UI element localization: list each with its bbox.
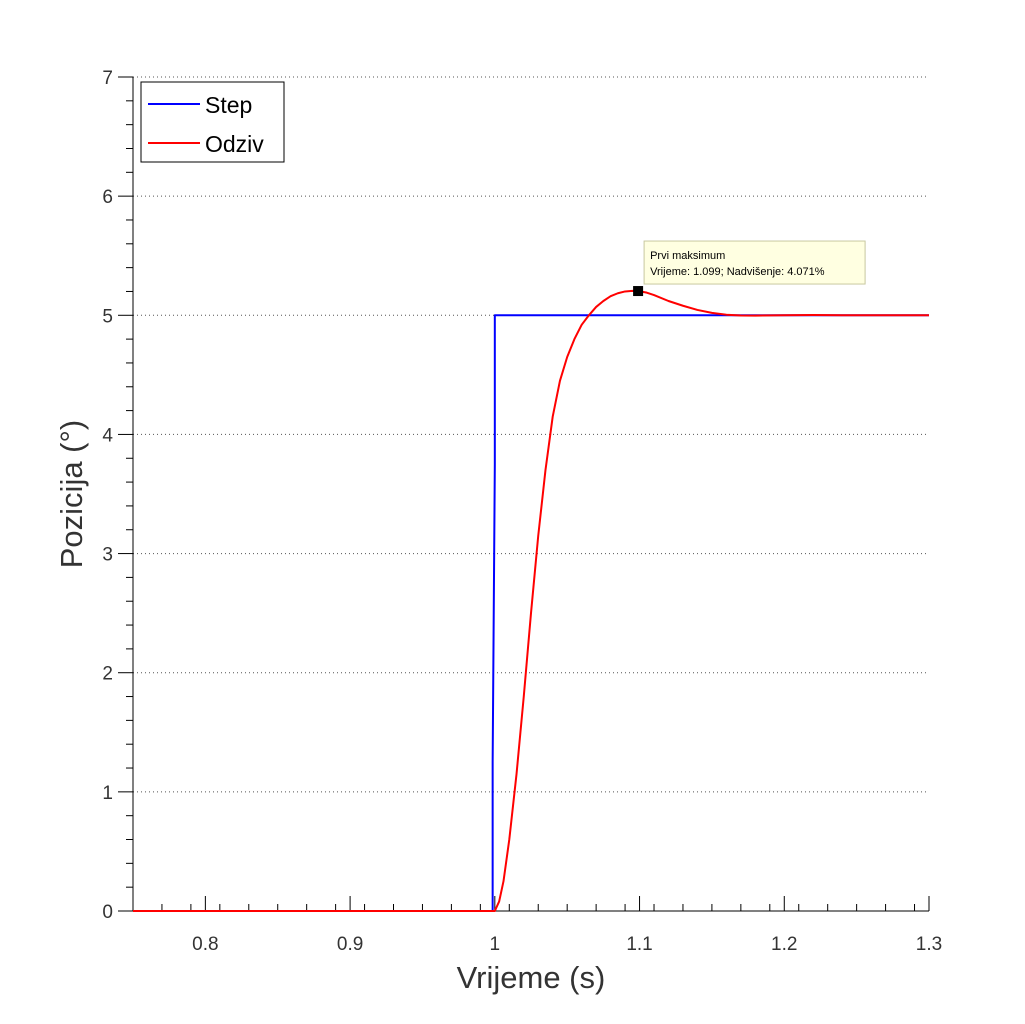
x-tick-label: 0.8 <box>192 934 218 955</box>
x-tick-label: 1.1 <box>626 934 652 955</box>
datatip-box <box>643 240 866 285</box>
y-axis-label: Pozicija (°) <box>54 420 89 568</box>
datatip-marker[interactable] <box>633 286 644 297</box>
y-tick-label: 1 <box>102 783 113 804</box>
datatip-value: Vrijeme: 1.099; Nadvišenje: 4.071% <box>650 266 825 278</box>
plot-area <box>133 289 929 912</box>
y-tick-label: 0 <box>102 902 113 923</box>
datatip-title: Prvi maksimum <box>650 250 725 262</box>
datatip[interactable]: Prvi maksimum Vrijeme: 1.099; Nadvišenje… <box>633 240 866 297</box>
y-tick-label: 5 <box>102 306 113 327</box>
grid-lines <box>133 76 929 793</box>
x-tick-label: 0.9 <box>337 934 363 955</box>
legend: Step Odziv <box>140 81 285 163</box>
legend-label-odziv: Odziv <box>205 131 264 157</box>
legend-label-step: Step <box>205 92 252 118</box>
y-tick-label: 7 <box>102 68 113 89</box>
y-tick-label: 6 <box>102 187 113 208</box>
x-axis-label: Vrijeme (s) <box>457 960 606 995</box>
x-tick-label: 1.3 <box>916 934 942 955</box>
x-tick-label: 1.2 <box>771 934 797 955</box>
legend-box <box>140 81 285 163</box>
y-tick-label: 2 <box>102 664 113 685</box>
x-tick-label: 1 <box>490 934 501 955</box>
y-tick-label: 4 <box>102 425 113 446</box>
tick-labels: 0 1 2 3 4 5 6 7 0.8 0.9 1 1.1 1.2 1.3 <box>102 68 942 955</box>
tick-marks <box>118 76 930 912</box>
y-tick-label: 3 <box>102 545 113 566</box>
series-line-odziv <box>133 289 929 912</box>
